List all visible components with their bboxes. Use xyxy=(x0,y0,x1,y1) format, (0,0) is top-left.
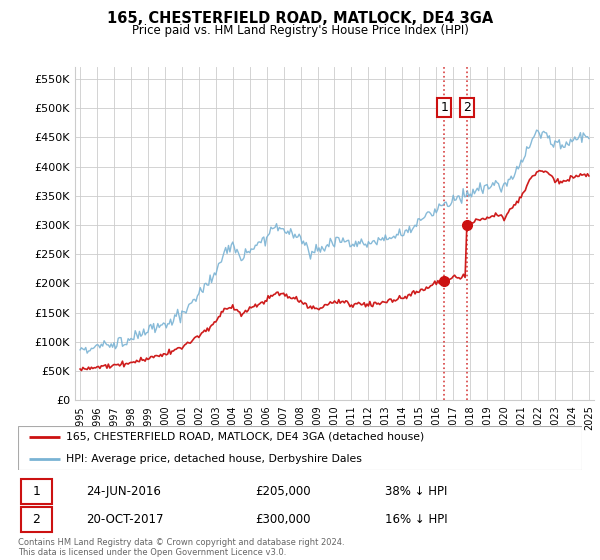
Text: £300,000: £300,000 xyxy=(255,513,310,526)
Text: 16% ↓ HPI: 16% ↓ HPI xyxy=(385,513,447,526)
Text: Price paid vs. HM Land Registry's House Price Index (HPI): Price paid vs. HM Land Registry's House … xyxy=(131,24,469,36)
Text: 165, CHESTERFIELD ROAD, MATLOCK, DE4 3GA (detached house): 165, CHESTERFIELD ROAD, MATLOCK, DE4 3GA… xyxy=(66,432,424,442)
Text: HPI: Average price, detached house, Derbyshire Dales: HPI: Average price, detached house, Derb… xyxy=(66,454,362,464)
Text: 20-OCT-2017: 20-OCT-2017 xyxy=(86,513,163,526)
Text: Contains HM Land Registry data © Crown copyright and database right 2024.
This d: Contains HM Land Registry data © Crown c… xyxy=(18,538,344,557)
Text: 165, CHESTERFIELD ROAD, MATLOCK, DE4 3GA: 165, CHESTERFIELD ROAD, MATLOCK, DE4 3GA xyxy=(107,11,493,26)
Bar xyxy=(21,507,52,532)
Text: 38% ↓ HPI: 38% ↓ HPI xyxy=(385,485,447,498)
Text: 2: 2 xyxy=(32,513,40,526)
Text: 24-JUN-2016: 24-JUN-2016 xyxy=(86,485,161,498)
Text: 2: 2 xyxy=(463,101,471,114)
Text: 1: 1 xyxy=(32,485,40,498)
Bar xyxy=(21,479,52,504)
Text: 1: 1 xyxy=(440,101,448,114)
Text: £205,000: £205,000 xyxy=(255,485,311,498)
